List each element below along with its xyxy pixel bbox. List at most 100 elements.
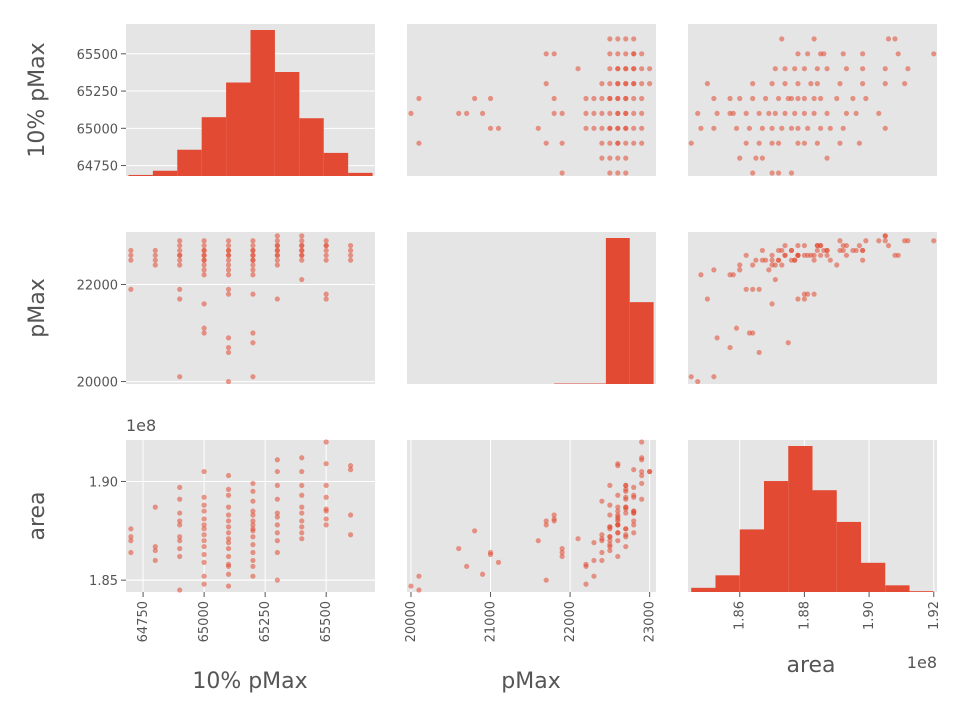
scatter-point	[631, 530, 637, 536]
y-tick-label: 64750	[77, 160, 118, 175]
scatter-point	[464, 110, 470, 117]
scatter-point	[250, 542, 256, 548]
scatter-point	[225, 545, 232, 552]
scatter-point	[201, 508, 207, 514]
scatter-point	[615, 530, 621, 536]
scatter-point	[772, 262, 778, 268]
scatter-point	[801, 252, 808, 258]
scatter-point	[860, 257, 866, 263]
scatter-point	[250, 257, 256, 263]
scatter-point	[795, 125, 801, 131]
scatter-point	[811, 95, 817, 102]
scatter-point	[631, 51, 637, 57]
scatter-point	[225, 272, 232, 278]
scatter-point	[201, 502, 207, 508]
scatter-point	[225, 247, 232, 254]
x-tick-label: 1.90	[862, 601, 877, 630]
scatter-point	[152, 247, 158, 254]
x-axis-label: 10% pMax	[192, 669, 307, 694]
scatter-point	[274, 514, 280, 520]
scatter-point	[599, 95, 605, 102]
scatter-point	[543, 522, 549, 528]
scatter-point	[347, 257, 354, 263]
scatter-point	[837, 81, 843, 87]
scatter-point	[853, 110, 859, 117]
scatter-point	[551, 51, 557, 57]
scatter-point	[347, 463, 354, 469]
scatter-point	[323, 461, 329, 467]
scatter-point	[456, 545, 462, 552]
scatter-point	[323, 516, 329, 522]
scatter-point	[201, 267, 207, 273]
x-tick-label: 1.86	[733, 601, 748, 630]
scatter-point	[795, 51, 801, 57]
scatter-point	[885, 242, 892, 249]
x-tick-label: 65250	[258, 601, 273, 642]
scatter-point	[695, 378, 701, 385]
scatter-point	[299, 530, 305, 536]
scatter-point	[250, 242, 256, 249]
scatter-point	[177, 534, 183, 540]
scatter-point	[615, 522, 621, 528]
scatter-point	[152, 257, 158, 263]
histogram-bar	[226, 82, 251, 176]
scatter-point	[737, 262, 743, 268]
scatter-point	[274, 252, 280, 258]
scatter-point	[408, 583, 414, 589]
scatter-point	[599, 155, 605, 161]
scatter-point	[782, 66, 788, 72]
scatter-point	[416, 573, 422, 579]
scatter-point	[323, 296, 329, 302]
scatter-point	[274, 257, 280, 263]
scatter-point	[201, 325, 207, 331]
y-offset-label: 1e8	[126, 416, 156, 435]
scatter-point	[177, 510, 183, 516]
scatter-point	[225, 518, 232, 524]
scatter-point	[639, 472, 645, 479]
scatter-point	[615, 463, 621, 469]
scatter-point	[543, 81, 549, 87]
scatter-point	[769, 301, 775, 307]
scatter-point	[575, 536, 581, 542]
scatter-point	[688, 374, 694, 380]
scatter-point	[639, 140, 645, 146]
scatter-point	[623, 543, 629, 550]
scatter-point	[299, 238, 305, 244]
scatter-point	[177, 262, 183, 268]
scatter-point	[201, 301, 207, 307]
scatter-point	[843, 110, 850, 117]
scatter-point	[775, 95, 782, 102]
scatter-point	[615, 518, 621, 524]
scatter-point	[225, 291, 232, 297]
scatter-point	[177, 247, 183, 254]
scatter-point	[631, 467, 637, 473]
scatter-point	[299, 524, 305, 530]
scatter-point	[743, 140, 749, 146]
scatter-point	[805, 291, 811, 297]
scatter-point	[733, 325, 740, 331]
scatter-point	[274, 468, 280, 475]
scatter-point	[583, 563, 589, 569]
scatter-point	[814, 140, 820, 146]
histogram-bar	[152, 170, 178, 176]
scatter-point	[152, 504, 158, 510]
scatter-point	[905, 66, 911, 72]
scatter-point	[756, 349, 762, 356]
panel-area-vs-pmax	[407, 439, 656, 593]
scatter-point	[817, 51, 824, 57]
scatter-point	[201, 272, 207, 278]
scatter-point	[775, 170, 782, 176]
x-tick-label: 21000	[484, 601, 499, 642]
scatter-point	[347, 242, 354, 249]
scatter-point	[225, 252, 232, 258]
scatter-point	[299, 468, 305, 475]
scatter-point	[323, 247, 329, 254]
scatter-point	[782, 242, 788, 249]
x-tick-label: 23000	[643, 601, 658, 642]
scatter-point	[250, 267, 256, 273]
scatter-point	[607, 81, 613, 87]
scatter-point	[177, 242, 183, 249]
scatter-point	[591, 540, 597, 546]
panel-pmax-vs-10pct-pmax	[126, 232, 375, 385]
